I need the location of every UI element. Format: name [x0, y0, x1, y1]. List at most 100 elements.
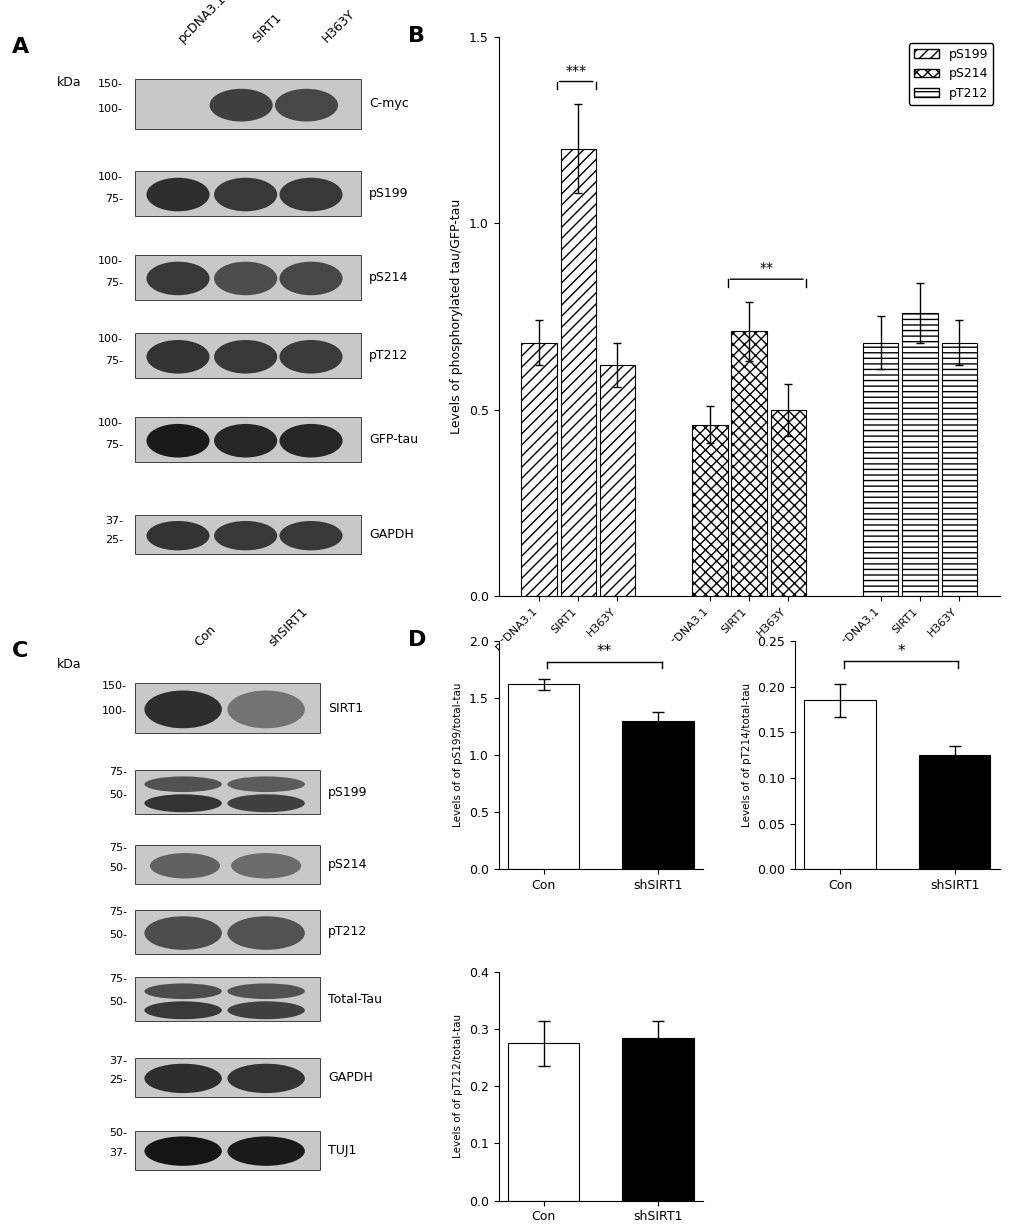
Bar [731, 332, 766, 597]
Text: **: ** [759, 261, 773, 276]
Text: A: A [12, 37, 30, 56]
Ellipse shape [145, 777, 222, 793]
Text: pT212: pT212 [369, 349, 408, 363]
Text: 50-: 50- [109, 862, 126, 872]
Bar [136, 255, 361, 300]
Ellipse shape [150, 853, 220, 878]
Text: kDa: kDa [57, 658, 82, 671]
Bar [136, 684, 319, 734]
Text: 75-: 75- [109, 843, 126, 853]
Ellipse shape [227, 916, 305, 949]
Ellipse shape [227, 777, 305, 793]
Text: 75-: 75- [109, 975, 126, 985]
Text: 50-: 50- [109, 1128, 126, 1138]
Bar [692, 425, 727, 597]
Text: Total-Tau: Total-Tau [327, 992, 381, 1006]
Text: 75-: 75- [105, 356, 122, 366]
Text: pcDNA3.1: pcDNA3.1 [176, 0, 229, 45]
Text: GAPDH: GAPDH [369, 528, 413, 541]
Ellipse shape [147, 424, 209, 457]
Text: kDa: kDa [57, 76, 82, 89]
Bar [136, 78, 361, 129]
Bar [507, 1044, 579, 1200]
Bar [136, 1131, 319, 1170]
Ellipse shape [227, 984, 305, 1000]
Ellipse shape [147, 341, 209, 374]
Ellipse shape [214, 341, 277, 374]
Bar [804, 701, 875, 870]
Legend: pS199, pS214, pT212: pS199, pS214, pT212 [908, 43, 993, 104]
Ellipse shape [145, 1063, 222, 1093]
Ellipse shape [231, 853, 301, 878]
Ellipse shape [227, 1001, 305, 1019]
Bar [770, 409, 805, 597]
Text: 75-: 75- [109, 908, 126, 918]
Bar [136, 172, 361, 216]
Ellipse shape [145, 984, 222, 1000]
Y-axis label: Levels of of pT212/total-tau: Levels of of pT212/total-tau [452, 1014, 463, 1159]
Text: SIRT1: SIRT1 [327, 702, 363, 714]
Text: 75-: 75- [105, 194, 122, 205]
Text: ***: *** [566, 64, 586, 77]
Text: 100-: 100- [98, 256, 122, 266]
Y-axis label: Levels of phosphorylated tau/GFP-tau: Levels of phosphorylated tau/GFP-tau [450, 198, 463, 434]
Bar [521, 343, 556, 597]
Bar [941, 343, 976, 597]
Ellipse shape [145, 691, 222, 729]
Ellipse shape [227, 1137, 305, 1166]
Text: Con: Con [193, 624, 219, 649]
Text: 37-: 37- [105, 516, 122, 526]
Bar [507, 685, 579, 870]
Ellipse shape [279, 341, 342, 374]
Text: 150-: 150- [102, 681, 126, 691]
Y-axis label: Levels of of pT214/total-tau: Levels of of pT214/total-tau [741, 684, 751, 827]
Ellipse shape [145, 794, 222, 812]
Ellipse shape [147, 178, 209, 211]
Ellipse shape [214, 262, 277, 295]
Ellipse shape [214, 178, 277, 211]
Bar [622, 722, 693, 870]
Text: pS214: pS214 [327, 859, 367, 871]
Ellipse shape [227, 1063, 305, 1093]
Text: 37-: 37- [109, 1056, 126, 1066]
Ellipse shape [209, 88, 272, 121]
Bar [136, 418, 361, 462]
Text: 150-: 150- [98, 80, 122, 89]
Text: pS199: pS199 [369, 187, 408, 200]
Text: H363Y: H363Y [319, 7, 358, 45]
Bar [622, 1038, 693, 1200]
Ellipse shape [279, 178, 342, 211]
Text: 37-: 37- [109, 1148, 126, 1158]
Ellipse shape [275, 88, 337, 121]
Text: 50-: 50- [109, 790, 126, 800]
Ellipse shape [147, 262, 209, 295]
Ellipse shape [145, 1001, 222, 1019]
Y-axis label: Levels of of pS199/total-tau: Levels of of pS199/total-tau [452, 684, 463, 827]
Bar [918, 755, 989, 870]
Text: 100-: 100- [98, 104, 122, 114]
Text: 75-: 75- [109, 768, 126, 778]
Bar [902, 312, 936, 597]
Text: TUJ1: TUJ1 [327, 1144, 356, 1156]
Text: B: B [408, 26, 425, 45]
Text: pS214: pS214 [369, 271, 408, 284]
Text: pS199: pS199 [327, 785, 367, 799]
Bar [136, 769, 319, 815]
Ellipse shape [279, 262, 342, 295]
Text: C-myc: C-myc [369, 98, 409, 110]
Ellipse shape [279, 424, 342, 457]
Ellipse shape [227, 794, 305, 812]
Ellipse shape [145, 916, 222, 949]
Ellipse shape [227, 691, 305, 729]
Text: GFP-tau: GFP-tau [369, 434, 418, 446]
Bar [599, 365, 635, 597]
Text: D: D [408, 630, 426, 649]
Text: C: C [12, 641, 29, 662]
Ellipse shape [214, 424, 277, 457]
Text: pT212: pT212 [327, 925, 367, 938]
Ellipse shape [279, 521, 342, 550]
Bar [136, 976, 319, 1022]
Text: GAPDH: GAPDH [327, 1071, 372, 1084]
Text: SIRT1: SIRT1 [250, 11, 283, 45]
Ellipse shape [214, 521, 277, 550]
